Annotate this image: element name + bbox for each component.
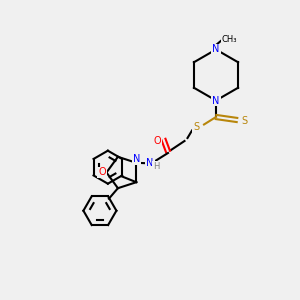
Text: CH₃: CH₃: [222, 34, 237, 43]
Text: S: S: [194, 122, 200, 133]
Text: N: N: [212, 44, 220, 55]
Text: S: S: [242, 116, 248, 127]
Text: N: N: [212, 95, 220, 106]
Text: O: O: [154, 136, 161, 146]
Text: H: H: [153, 162, 159, 171]
Text: N: N: [146, 158, 154, 169]
Text: N: N: [133, 154, 140, 164]
Text: O: O: [98, 167, 106, 178]
